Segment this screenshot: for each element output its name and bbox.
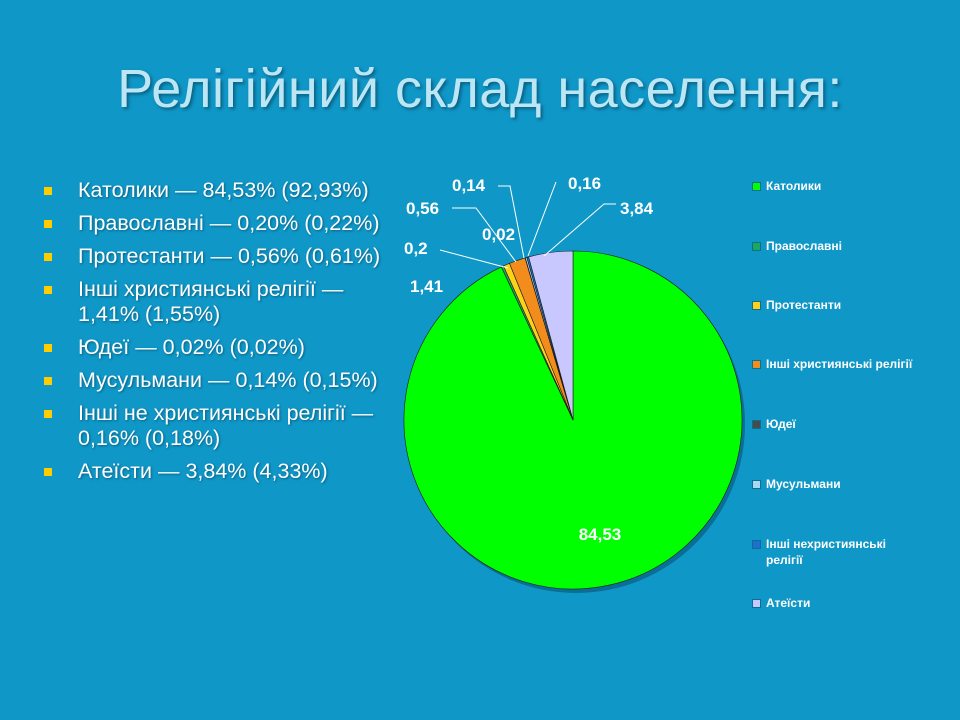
bullet-marker bbox=[44, 220, 52, 228]
bullet-text: Інші не християнські релігії — 0,16% (0,… bbox=[78, 401, 374, 450]
legend-label: Інші християнські релігії bbox=[766, 357, 913, 371]
bullet-marker bbox=[44, 253, 52, 261]
leader-line-7 bbox=[543, 203, 616, 257]
bullet-item: Інші не християнські релігії — 0,16% (0,… bbox=[44, 401, 404, 451]
legend-item: Атеїсти bbox=[752, 595, 810, 611]
legend-label: Православні bbox=[766, 239, 842, 253]
legend-item: Мусульмани bbox=[752, 476, 841, 492]
data-label-5: 0,14 bbox=[452, 176, 486, 195]
legend-item: Інші християнські релігії bbox=[752, 356, 912, 372]
bullet-marker bbox=[44, 377, 52, 385]
bullet-marker bbox=[44, 187, 52, 195]
bullet-text: Католики — 84,53% (92,93%) bbox=[78, 178, 369, 202]
legend-swatch bbox=[752, 599, 761, 608]
bullet-item: Православні — 0,20% (0,22%) bbox=[44, 211, 404, 236]
slide-title: Релігійний склад населення: bbox=[117, 59, 843, 119]
data-label-2: 0,56 bbox=[406, 199, 439, 218]
bullet-text: Мусульмани — 0,14% (0,15%) bbox=[78, 368, 378, 392]
bullet-marker bbox=[44, 344, 52, 352]
bullet-marker bbox=[44, 410, 52, 418]
bullet-text: Протестанти — 0,56% (0,61%) bbox=[78, 244, 381, 268]
legend-label: Юдеї bbox=[766, 417, 796, 431]
legend-swatch bbox=[752, 420, 761, 429]
bullet-item: Протестанти — 0,56% (0,61%) bbox=[44, 244, 404, 269]
leader-line-1 bbox=[439, 249, 509, 269]
data-label-1: 0,2 bbox=[404, 239, 428, 258]
bullet-text: Православні — 0,20% (0,22%) bbox=[78, 211, 380, 235]
legend-item: Юдеї bbox=[752, 416, 796, 432]
bullet-item: Інші християнські релігії — 1,41% (1,55%… bbox=[44, 277, 404, 327]
legend-swatch bbox=[752, 480, 761, 489]
legend-label: Інші нехристиянські релігії bbox=[766, 537, 886, 567]
bullet-marker bbox=[44, 286, 52, 294]
data-label-6: 0,16 bbox=[568, 174, 601, 193]
bullet-text: Інші християнські релігії — 1,41% (1,55%… bbox=[78, 277, 344, 326]
legend-label: Мусульмани bbox=[766, 477, 841, 491]
pie-slice-7 bbox=[528, 250, 574, 421]
legend-item: Католики bbox=[752, 178, 821, 194]
bullet-item: Юдеї — 0,02% (0,02%) bbox=[44, 335, 404, 360]
legend-label: Атеїсти bbox=[766, 596, 811, 610]
bullet-text: Атеїсти — 3,84% (4,33%) bbox=[78, 459, 328, 483]
legend-swatch bbox=[752, 182, 761, 191]
bullet-item: Мусульмани — 0,14% (0,15%) bbox=[44, 368, 404, 393]
leader-line-2 bbox=[452, 207, 517, 263]
bullet-item: Католики — 84,53% (92,93%) bbox=[44, 178, 404, 203]
legend-item: Інші нехристиянські релігії bbox=[752, 536, 916, 568]
legend-swatch bbox=[752, 360, 761, 369]
legend-label: Католики bbox=[766, 179, 822, 193]
data-label-4: 0,02 bbox=[482, 225, 515, 244]
legend-label: Протестанти bbox=[766, 298, 842, 312]
bullet-text: Юдеї — 0,02% (0,02%) bbox=[78, 335, 305, 359]
bullet-marker bbox=[44, 468, 52, 476]
legend-item: Протестанти bbox=[752, 297, 841, 313]
leader-line-6 bbox=[527, 181, 557, 257]
bullet-list: Католики — 84,53% (92,93%) Православні —… bbox=[44, 178, 404, 492]
legend-item: Православні bbox=[752, 238, 842, 254]
legend-swatch bbox=[752, 301, 761, 310]
bullet-item: Атеїсти — 3,84% (4,33%) bbox=[44, 459, 404, 484]
data-label-3: 1,41 bbox=[410, 277, 443, 296]
legend-swatch bbox=[752, 540, 761, 549]
data-label-0: 84,53 bbox=[579, 525, 622, 544]
leader-line-5 bbox=[498, 185, 525, 259]
data-label-7: 3,84 bbox=[620, 199, 654, 218]
legend-swatch bbox=[752, 242, 761, 251]
